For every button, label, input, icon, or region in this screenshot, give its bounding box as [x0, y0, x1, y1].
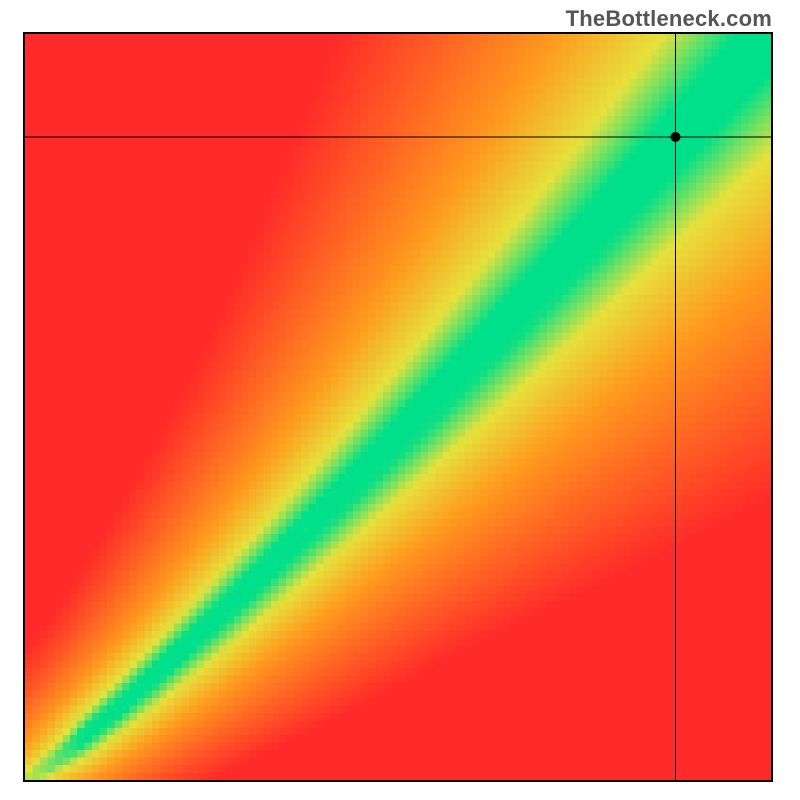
watermark-text: TheBottleneck.com	[566, 6, 772, 32]
chart-container: TheBottleneck.com	[0, 0, 800, 800]
plot-area	[23, 32, 773, 782]
bottleneck-heatmap	[25, 34, 771, 780]
